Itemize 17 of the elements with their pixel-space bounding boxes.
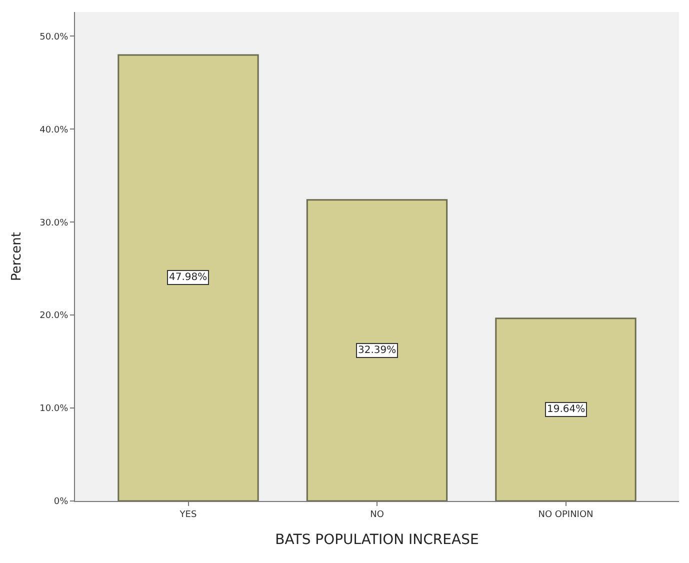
bar (118, 54, 259, 501)
data-label: 32.39% (358, 345, 396, 356)
y-axis-title: Percent (10, 232, 25, 281)
data-label: 19.64% (547, 404, 586, 415)
x-tick-label: NO OPINION (538, 510, 594, 520)
data-label: 47.98% (169, 272, 208, 283)
y-tick-label: 20.0% (40, 311, 69, 322)
y-tick-label: 30.0% (40, 218, 69, 228)
bar (306, 199, 448, 501)
y-tick-label: 40.0% (40, 125, 69, 136)
bar (495, 318, 636, 501)
x-tick-label: NO (370, 510, 384, 520)
y-tick-label: 0% (54, 497, 69, 508)
y-tick-label: 10.0% (40, 404, 69, 414)
x-tick-label: YES (178, 510, 197, 520)
x-axis-title: BATS POPULATION INCREASE (275, 532, 479, 548)
y-tick-label: 50.0% (40, 32, 69, 42)
